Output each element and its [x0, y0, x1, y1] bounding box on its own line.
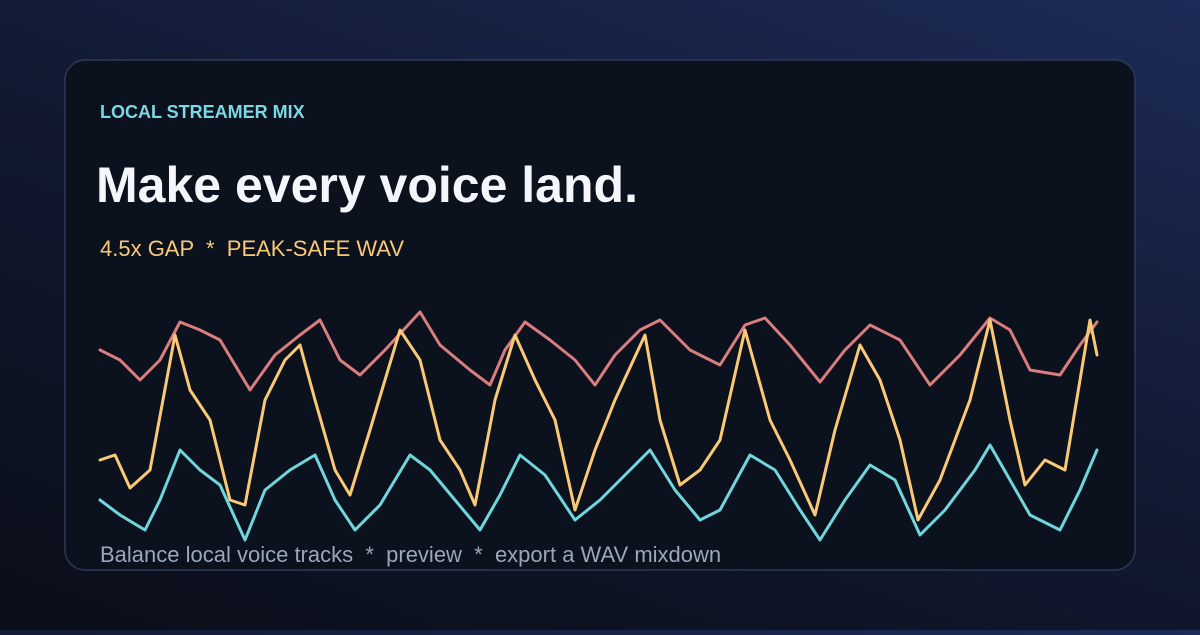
waveforms: [98, 310, 1099, 542]
card: [64, 59, 1136, 571]
waveform-yellow: [98, 318, 1099, 522]
headline: Make every voice land.: [96, 157, 638, 213]
footer-text: Balance local voice tracks * preview * e…: [100, 542, 721, 567]
waveform-cyan: [98, 443, 1099, 542]
eyebrow: LOCAL STREAMER MIX: [100, 102, 305, 122]
tagline: 4.5x GAP * PEAK-SAFE WAV: [100, 236, 404, 261]
waveform-pink: [98, 310, 1099, 392]
